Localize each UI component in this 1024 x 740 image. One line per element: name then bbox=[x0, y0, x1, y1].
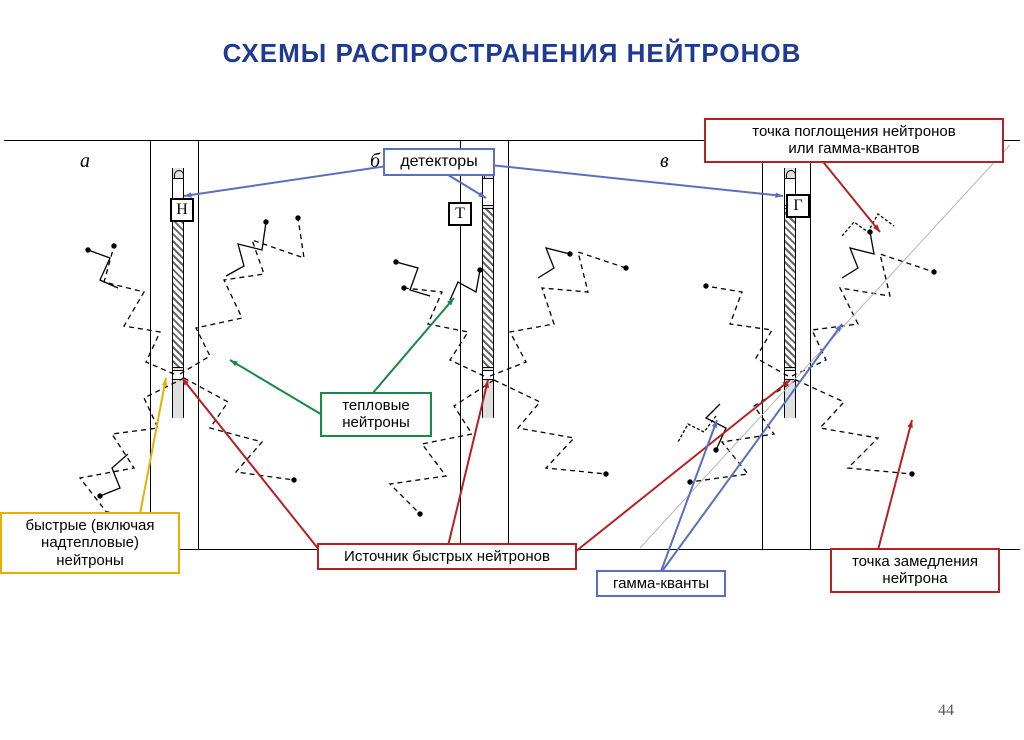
callout-thermal: тепловыенейтроны bbox=[320, 392, 432, 437]
callout-slowdown_point: точка замедлениянейтрона bbox=[830, 548, 1000, 593]
logging-tool-b bbox=[476, 168, 500, 418]
borehole-wall bbox=[150, 140, 151, 550]
panel-label-a: а bbox=[80, 150, 90, 173]
detector-badge-b: Т bbox=[448, 202, 472, 226]
borehole-wall bbox=[198, 140, 199, 550]
borehole-wall bbox=[508, 140, 509, 550]
shield bbox=[482, 208, 494, 368]
detector bbox=[482, 178, 494, 206]
page-number: 44 bbox=[938, 702, 954, 720]
neutron-source bbox=[482, 370, 494, 380]
callout-detectors: детекторы bbox=[383, 148, 495, 176]
neutron-source bbox=[172, 370, 184, 380]
borehole-wall bbox=[762, 140, 763, 550]
shield bbox=[172, 208, 184, 368]
figure-frame bbox=[4, 140, 1020, 550]
neutron-source bbox=[784, 370, 796, 380]
callout-fast: быстрые (включаянадтепловые)нейтроны bbox=[0, 512, 180, 574]
detector-badge-a: Н bbox=[170, 198, 194, 222]
detector-badge-v: Г bbox=[786, 194, 810, 218]
borehole-wall bbox=[810, 140, 811, 550]
panel-label-b: б bbox=[370, 150, 380, 173]
callout-absorption_point: точка поглощения нейтроновили гамма-кван… bbox=[704, 118, 1004, 163]
callout-gamma: гамма-кванты bbox=[596, 570, 726, 597]
callout-source: Источник быстрых нейтронов bbox=[317, 543, 577, 570]
page-title: СХЕМЫ РАСПРОСТРАНЕНИЯ НЕЙТРОНОВ bbox=[0, 0, 1024, 69]
panel-label-v: в bbox=[660, 150, 669, 173]
shield bbox=[784, 208, 796, 368]
